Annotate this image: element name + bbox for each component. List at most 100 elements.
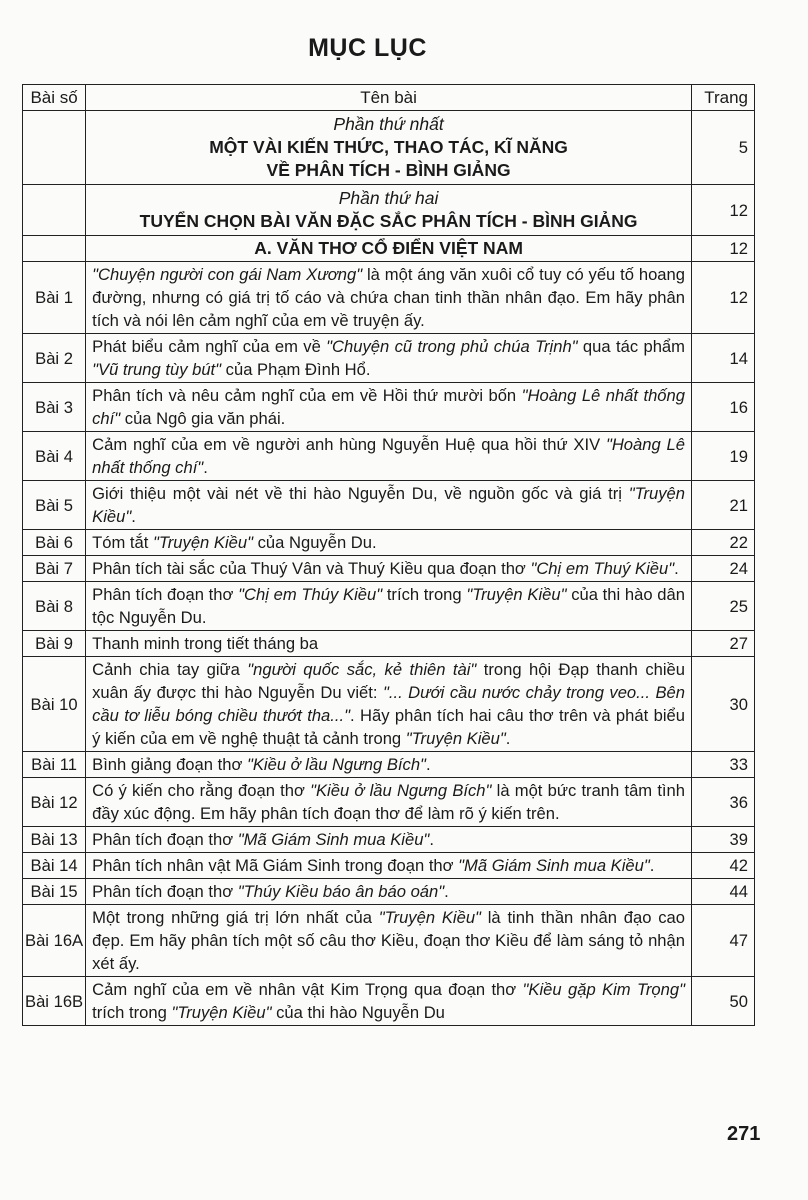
- quoted-title: "Truyện Kiều": [405, 729, 506, 748]
- part-label: Phần thứ nhất: [333, 114, 444, 134]
- header-number: Bài số: [21, 84, 87, 111]
- text-segment: là tinh thần nhân đạo cao đẹp. Em hãy ph…: [92, 908, 685, 973]
- text-segment: .: [131, 507, 136, 526]
- page-ref: 30: [691, 656, 755, 752]
- text-segment: là một áng văn xuôi cổ tuy có yếu tố hoa…: [92, 265, 685, 330]
- quoted-title: "Vũ trung tùy bút": [92, 360, 222, 379]
- page-ref: 21: [691, 480, 755, 530]
- quoted-title: "Kiều ở lầu Ngưng Bích": [310, 781, 492, 800]
- quoted-title: "Hoàng Lê nhất thống chí": [92, 386, 685, 428]
- page-ref: 36: [691, 777, 755, 827]
- table-row: Bài 11 Bình giảng đoạn thơ "Kiều ở lầu Ng…: [21, 751, 755, 778]
- table-row: Bài 14 Phân tích nhân vật Mã Giám Sinh tr…: [21, 852, 755, 879]
- page-ref: 50: [691, 976, 755, 1026]
- text-segment: .: [674, 559, 679, 578]
- table-row: Bài 16B Cảm nghĩ của em về nhân vật Kim T…: [21, 976, 755, 1026]
- page-ref: 5: [691, 110, 755, 185]
- lesson-number: Bài 9: [21, 630, 87, 657]
- table-row: Bài 8 Phân tích đoạn thơ "Chị em Thúy Kiề…: [21, 581, 755, 631]
- table-row: Bài 15 Phân tích đoạn thơ "Thúy Kiều báo …: [21, 878, 755, 905]
- quoted-title: "Chị em Thúy Kiều": [238, 585, 383, 604]
- text-segment: là một bức tranh tâm tình đầy xúc động. …: [92, 781, 686, 823]
- lesson-title: Thanh minh trong tiết tháng ba: [85, 630, 692, 657]
- lesson-number: Bài 13: [21, 826, 87, 853]
- text-segment: của Phạm Đình Hổ.: [221, 360, 371, 379]
- lesson-title: Cảm nghĩ của em về người anh hùng Nguyễn…: [85, 431, 692, 481]
- page-ref: 12: [691, 261, 755, 334]
- quoted-title: "Truyện Kiều": [171, 1003, 272, 1022]
- lesson-number: Bài 5: [21, 480, 87, 530]
- text-segment: trích trong: [92, 1003, 172, 1022]
- part-title: VỀ PHÂN TÍCH - BÌNH GIẢNG: [266, 160, 511, 180]
- part-title: MỘT VÀI KIẾN THỨC, THAO TÁC, KĨ NĂNG: [209, 137, 568, 157]
- text-segment: Phân tích tài sắc của Thuý Vân và Thuý K…: [92, 559, 531, 578]
- text-segment: Phân tích đoạn thơ: [92, 585, 239, 604]
- lesson-title: Giới thiệu một vài nét về thi hào Nguyễn…: [85, 480, 692, 530]
- lesson-number: Bài 6: [21, 529, 87, 556]
- page-ref: 25: [691, 581, 755, 631]
- text-segment: của Nguyễn Du.: [253, 533, 377, 552]
- lesson-title: Phân tích và nêu cảm nghĩ của em về Hồi …: [85, 382, 692, 432]
- text-segment: Cảnh chia tay giữa: [92, 660, 248, 679]
- table-row: Bài 12 Có ý kiến cho rằng đoạn thơ "Kiều …: [21, 777, 755, 827]
- lesson-title: Có ý kiến cho rằng đoạn thơ "Kiều ở lầu …: [85, 777, 692, 827]
- lesson-title: Một trong những giá trị lớn nhất của "Tr…: [85, 904, 692, 977]
- page-ref: 33: [691, 751, 755, 778]
- quoted-title: "Chị em Thuý Kiều": [530, 559, 675, 578]
- lesson-number: Bài 10: [21, 656, 87, 752]
- table-row: Bài 6 Tóm tắt "Truyện Kiều" của Nguyễn Du…: [21, 529, 755, 556]
- text-segment: Phát biểu cảm nghĩ của em về: [92, 337, 327, 356]
- lesson-number: Bài 1: [21, 261, 87, 334]
- lesson-title: Phát biểu cảm nghĩ của em về "Chuyện cũ …: [85, 333, 692, 383]
- table-row: Bài 2 Phát biểu cảm nghĩ của em về "Chuyệ…: [21, 333, 755, 383]
- quoted-title: "Kiều ở lầu Ngưng Bích": [246, 755, 426, 774]
- table-row: Bài 7 Phân tích tài sắc của Thuý Vân và T…: [21, 555, 755, 582]
- quoted-title: "Hoàng Lê nhất thống chí": [92, 435, 685, 477]
- lesson-number: Bài 11: [21, 751, 87, 778]
- quoted-title: "Chuyện người con gái Nam Xương": [92, 265, 363, 284]
- table-row: Bài 1 "Chuyện người con gái Nam Xương" là…: [21, 261, 755, 334]
- page-ref: 16: [691, 382, 755, 432]
- table-row: Bài 9 Thanh minh trong tiết tháng ba 27: [21, 630, 755, 657]
- table-of-contents: Bài số Tên bài Trang Phần thứ nhất MỘT V…: [21, 84, 755, 1026]
- page-ref: 12: [691, 235, 755, 262]
- quoted-title: "Chuyện cũ trong phủ chúa Trịnh": [326, 337, 578, 356]
- page-ref: 44: [691, 878, 755, 905]
- text-segment: Tóm tắt: [92, 533, 153, 552]
- text-segment: .: [429, 830, 434, 849]
- page-number: 271: [727, 1123, 761, 1145]
- table-row: Bài 13 Phân tích đoạn thơ "Mã Giám Sinh m…: [21, 826, 755, 853]
- section-title: A. VĂN THƠ CỔ ĐIỂN VIỆT NAM: [254, 238, 523, 258]
- text-segment: Phân tích đoạn thơ: [92, 830, 238, 849]
- lesson-title: Phân tích tài sắc của Thuý Vân và Thuý K…: [85, 555, 692, 582]
- page-ref: 27: [691, 630, 755, 657]
- part-label: Phần thứ hai: [338, 188, 439, 208]
- lesson-title: Bình giảng đoạn thơ "Kiều ở lầu Ngưng Bí…: [85, 751, 692, 778]
- table-row: Bài 10 Cảnh chia tay giữa "người quốc sắc…: [21, 656, 755, 752]
- table-row: Bài 3 Phân tích và nêu cảm nghĩ của em về…: [21, 382, 755, 432]
- quoted-title: "Truyện Kiều": [92, 484, 685, 526]
- lesson-number: Bài 8: [21, 581, 87, 631]
- table-row: Bài 16A Một trong những giá trị lớn nhất …: [21, 904, 755, 977]
- text-segment: Phân tích nhân vật Mã Giám Sinh trong đo…: [92, 856, 459, 875]
- lesson-title: Phân tích đoạn thơ "Mã Giám Sinh mua Kiề…: [85, 826, 692, 853]
- lesson-number: Bài 12: [21, 777, 87, 827]
- text-segment: Thanh minh trong tiết tháng ba: [92, 634, 319, 653]
- quoted-title: "Truyện Kiều": [152, 533, 254, 552]
- page-ref: 22: [691, 529, 755, 556]
- lesson-number: Bài 14: [21, 852, 87, 879]
- part-two-row: Phần thứ hai TUYỂN CHỌN BÀI VĂN ĐẶC SẮC …: [21, 184, 755, 236]
- part-one-row: Phần thứ nhất MỘT VÀI KIẾN THỨC, THAO TÁ…: [21, 110, 755, 185]
- header-page: Trang: [691, 84, 755, 111]
- lesson-number: Bài 2: [21, 333, 87, 383]
- section-row: A. VĂN THƠ CỔ ĐIỂN VIỆT NAM 12: [21, 235, 755, 262]
- quoted-title: "Truyện Kiều": [466, 585, 567, 604]
- lesson-number: Bài 4: [21, 431, 87, 481]
- table-row: Bài 4 Cảm nghĩ của em về người anh hùng N…: [21, 431, 755, 481]
- page-ref: 19: [691, 431, 755, 481]
- page-ref: 42: [691, 852, 755, 879]
- part-title: TUYỂN CHỌN BÀI VĂN ĐẶC SẮC PHÂN TÍCH - B…: [139, 211, 638, 231]
- quoted-title: "Truyện Kiều": [378, 908, 481, 927]
- text-segment: Phân tích và nêu cảm nghĩ của em về Hồi …: [92, 386, 522, 405]
- text-segment: .: [649, 856, 655, 875]
